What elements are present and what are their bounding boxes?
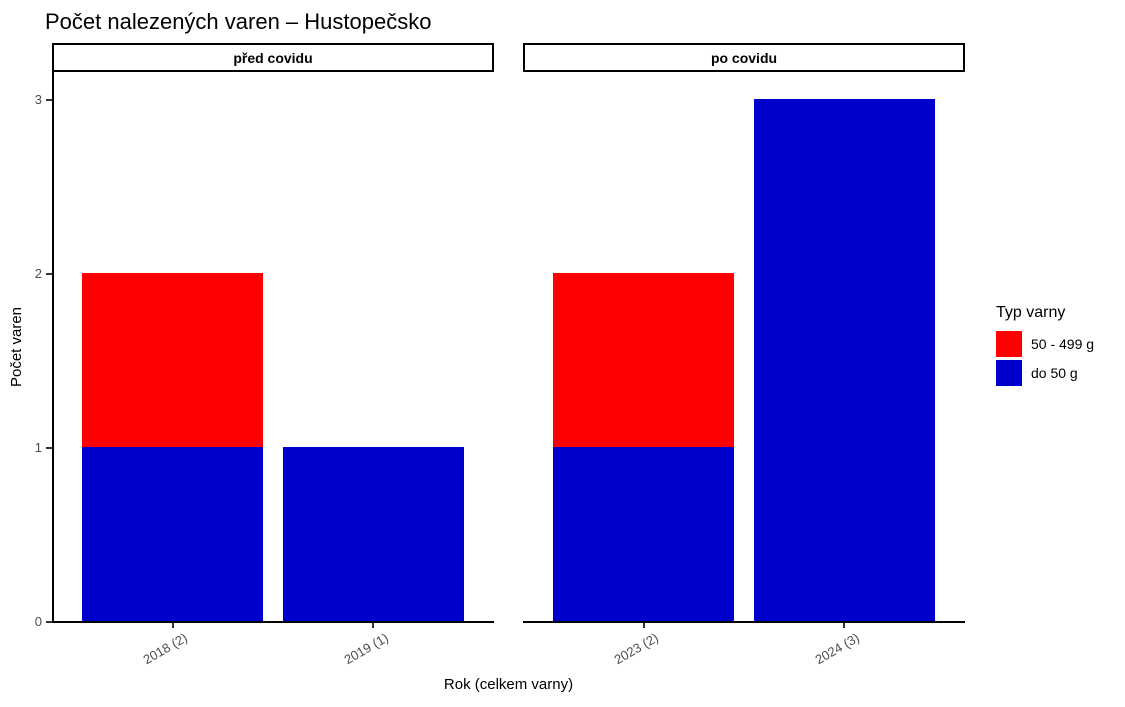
x-axis-tick-label: 2018 (2) bbox=[140, 630, 191, 668]
chart-title: Počet nalezených varen – Hustopečsko bbox=[45, 9, 432, 34]
y-axis-tick-label: 1 bbox=[34, 440, 42, 455]
y-axis-tick bbox=[46, 447, 52, 449]
legend-label: 50 - 499 g bbox=[1031, 336, 1095, 352]
x-axis-tick-label: 2024 (3) bbox=[812, 630, 862, 668]
x-axis-title: Rok (celkem varny) bbox=[443, 676, 574, 693]
bar-segment bbox=[553, 273, 734, 447]
legend-swatch-blue bbox=[996, 360, 1022, 386]
y-axis-line bbox=[52, 72, 54, 623]
bar-segment bbox=[82, 447, 263, 621]
legend-label: do 50 g bbox=[1031, 365, 1078, 381]
x-axis-tick-label: 2019 (1) bbox=[341, 630, 391, 668]
bar-segment bbox=[553, 447, 734, 621]
x-axis-line bbox=[52, 621, 494, 623]
y-axis-title: Počet varen bbox=[8, 306, 25, 388]
y-axis-tick bbox=[46, 99, 52, 101]
y-axis-tick bbox=[46, 273, 52, 275]
legend-swatch-red bbox=[996, 331, 1022, 357]
legend-title: Typ varny bbox=[996, 304, 1066, 321]
legend-item: 50 - 499 g bbox=[996, 331, 1094, 357]
facet-strip-label: po covidu bbox=[710, 49, 778, 66]
x-axis-line bbox=[523, 621, 965, 623]
bar-segment bbox=[82, 273, 263, 447]
facet-strip-label: před covidu bbox=[233, 49, 313, 66]
x-axis-tick bbox=[372, 623, 375, 628]
y-axis-tick-label: 2 bbox=[34, 266, 42, 281]
bar-segment bbox=[754, 99, 935, 621]
facet-strip: před covidu bbox=[52, 43, 494, 72]
legend: Typ varny 50 - 499 g do 50 g bbox=[996, 304, 1094, 389]
x-axis-tick bbox=[171, 623, 174, 628]
x-axis-tick bbox=[642, 623, 645, 628]
x-axis-tick bbox=[843, 623, 846, 628]
y-axis-tick-label: 0 bbox=[34, 614, 42, 629]
facet-strip: po covidu bbox=[523, 43, 965, 72]
legend-item: do 50 g bbox=[996, 360, 1094, 386]
x-axis-tick-label: 2023 (2) bbox=[611, 630, 662, 668]
bar-segment bbox=[283, 447, 464, 621]
y-axis-tick-label: 3 bbox=[34, 92, 42, 107]
y-axis-tick bbox=[46, 621, 52, 623]
